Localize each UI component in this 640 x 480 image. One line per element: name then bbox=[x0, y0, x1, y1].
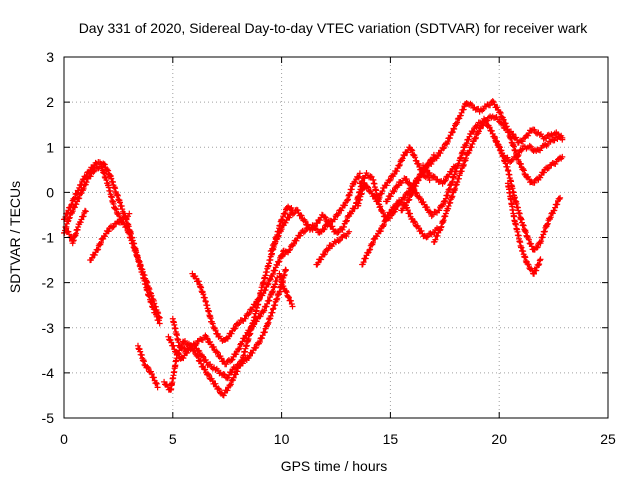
y-axis-label: SDTVAR / TECUs bbox=[7, 181, 23, 293]
y-tick-label: -2 bbox=[42, 275, 55, 291]
satellite-track-1 bbox=[61, 159, 163, 327]
satellite-track-22 bbox=[420, 162, 459, 187]
x-tick-label: 15 bbox=[383, 431, 399, 447]
satellite-track-8 bbox=[169, 274, 281, 368]
satellite-track-5 bbox=[134, 342, 161, 391]
grid-layer bbox=[64, 57, 608, 418]
x-tick-label: 25 bbox=[600, 431, 616, 447]
satellite-track-5-markers bbox=[134, 342, 161, 391]
satellite-track-12 bbox=[276, 270, 296, 310]
satellite-track-16-markers bbox=[356, 170, 442, 241]
satellite-track-18 bbox=[398, 98, 566, 214]
y-tick-label: 2 bbox=[46, 94, 54, 110]
data-layer bbox=[61, 98, 566, 399]
y-tick-label: -1 bbox=[42, 230, 55, 246]
x-tick-label: 10 bbox=[274, 431, 290, 447]
satellite-track-11-markers bbox=[278, 170, 363, 259]
y-tick-label: 0 bbox=[46, 184, 54, 200]
satellite-track-3-markers bbox=[63, 207, 89, 247]
x-tick-label: 0 bbox=[60, 431, 68, 447]
satellite-track-9-markers bbox=[189, 247, 287, 344]
satellite-track-12-markers bbox=[276, 270, 296, 310]
y-tick-label: -3 bbox=[42, 320, 55, 336]
satellite-track-19 bbox=[430, 113, 566, 246]
satellite-track-22-markers bbox=[420, 162, 459, 187]
satellite-track-8-markers bbox=[169, 274, 281, 368]
satellite-track-20-markers bbox=[491, 135, 564, 253]
satellite-track-3 bbox=[63, 207, 89, 247]
satellite-track-7 bbox=[165, 266, 289, 382]
y-tick-label: -5 bbox=[42, 410, 55, 426]
satellite-track-19-markers bbox=[430, 113, 566, 246]
satellite-track-1-markers bbox=[61, 159, 163, 327]
chart-title: Day 331 of 2020, Sidereal Day-to-day VTE… bbox=[79, 20, 589, 36]
satellite-track-13-markers bbox=[313, 228, 353, 268]
satellite-track-9 bbox=[189, 247, 287, 344]
y-tick-label: 1 bbox=[46, 139, 54, 155]
satellite-track-13 bbox=[313, 228, 353, 268]
tick-layer: 0 5 10 15 20 25 -5 -4 -3 -2 -1 0 1 2 3 bbox=[42, 49, 616, 447]
satellite-track-4-markers bbox=[87, 210, 133, 264]
satellite-track-21-markers bbox=[504, 180, 544, 277]
satellite-track-20 bbox=[491, 135, 564, 253]
x-tick-label: 20 bbox=[491, 431, 507, 447]
satellite-track-11 bbox=[278, 170, 363, 259]
y-tick-label: 3 bbox=[46, 49, 54, 65]
satellite-track-21 bbox=[504, 180, 544, 277]
x-tick-label: 5 bbox=[169, 431, 177, 447]
satellite-track-18-markers bbox=[398, 98, 566, 214]
satellite-track-4 bbox=[87, 210, 133, 264]
y-tick-label: -4 bbox=[42, 365, 55, 381]
satellite-track-7-markers bbox=[165, 266, 289, 382]
x-axis-label: GPS time / hours bbox=[281, 458, 388, 474]
satellite-track-16 bbox=[356, 170, 442, 241]
